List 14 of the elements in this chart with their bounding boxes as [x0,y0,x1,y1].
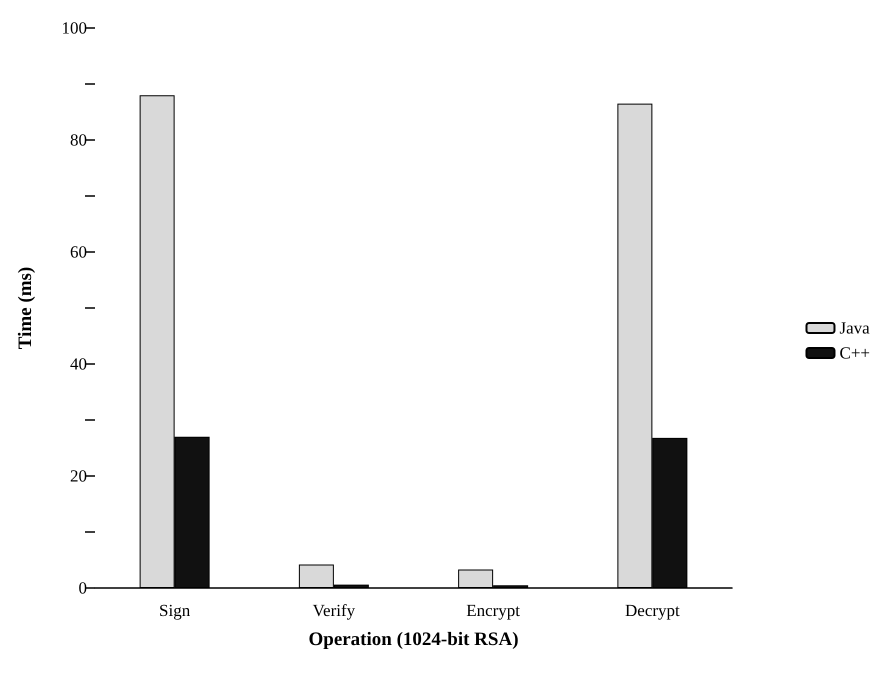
x-tick-label: Decrypt [624,601,680,620]
y-axis-title: Time (ms) [15,266,36,350]
y-tick-label: 100 [62,18,87,38]
x-tick-label: Sign [159,601,191,620]
legend-label: C++ [839,344,870,362]
y-tick-label: 80 [70,130,87,150]
x-axis-title: Operation (1024-bit RSA) [308,629,519,650]
y-tick-label: 40 [70,354,87,374]
x-tick-label: Verify [312,601,356,620]
y-tick-label: 0 [78,578,87,598]
y-tick-label: 60 [70,242,87,262]
x-tick-label: Encrypt [466,601,520,620]
y-tick-label: 20 [70,466,87,486]
legend-label: Java [839,318,870,338]
